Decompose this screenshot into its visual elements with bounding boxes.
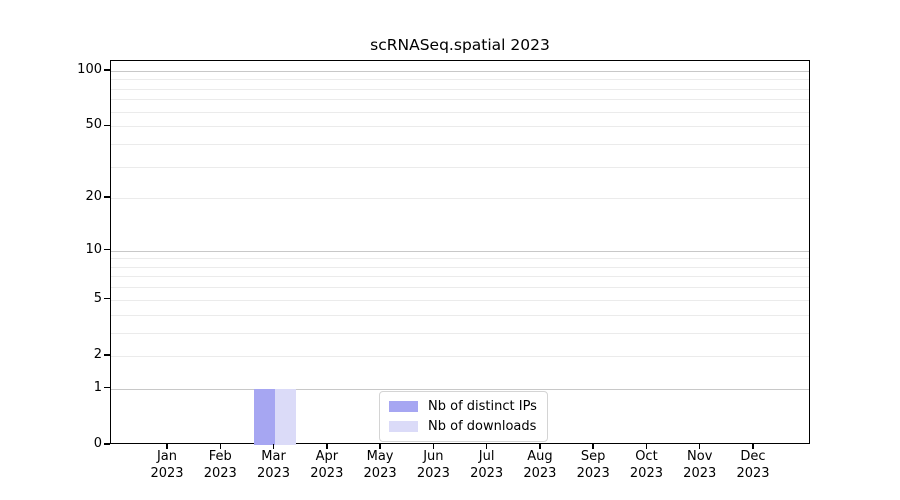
x-tick-label: Feb 2023: [188, 449, 252, 482]
gridline-minor: [111, 314, 809, 316]
y-tick-label: 0: [93, 436, 102, 451]
legend: Nb of distinct IPs Nb of downloads: [379, 391, 548, 442]
gridline-minor: [111, 332, 809, 334]
y-tick: [104, 196, 110, 198]
x-tick: [752, 444, 754, 449]
x-tick-month: Sep: [580, 449, 606, 464]
x-tick: [485, 444, 488, 449]
x-tick: [699, 444, 701, 449]
y-tick-label: 20: [85, 189, 102, 205]
chart-title: scRNASeq.spatial 2023: [370, 36, 550, 54]
x-tick-label: Oct 2023: [614, 449, 678, 482]
x-tick: [592, 444, 594, 449]
x-tick-label: Nov 2023: [668, 449, 732, 482]
y-tick: [104, 443, 110, 445]
legend-swatch-downloads: [389, 421, 418, 432]
x-tick-label: Sep 2023: [561, 449, 625, 482]
y-tick: [104, 248, 110, 251]
y-tick-label: 100: [77, 61, 102, 77]
x-tick-year: 2023: [150, 465, 184, 481]
x-tick-month: Oct: [635, 449, 658, 464]
x-tick: [326, 444, 328, 449]
x-tick-year: 2023: [470, 465, 504, 481]
y-tick: [104, 69, 110, 71]
gridline-minor: [111, 88, 809, 90]
x-tick: [432, 444, 435, 449]
gridline-minor: [111, 355, 809, 357]
x-tick-year: 2023: [256, 465, 291, 481]
x-tick-month: Apr: [315, 449, 339, 464]
x-tick: [272, 444, 275, 449]
bar-distinct-ips: [253, 388, 275, 445]
x-tick-year: 2023: [629, 465, 663, 481]
x-tick-label: Dec 2023: [721, 449, 785, 482]
gridline-minor: [111, 276, 809, 278]
x-tick-month: Jul: [478, 449, 495, 464]
gridline-major: [111, 388, 809, 390]
legend-item-distinct-ips: Nb of distinct IPs: [389, 398, 537, 415]
legend-item-downloads: Nb of downloads: [389, 418, 537, 435]
plot-area: Nb of distinct IPs Nb of downloads: [110, 60, 810, 445]
gridline-major: [111, 250, 809, 252]
y-tick-label: 5: [93, 290, 102, 306]
y-tick-label: 2: [93, 346, 102, 362]
legend-label-distinct-ips: Nb of distinct IPs: [428, 399, 537, 414]
x-tick-label: Mar 2023: [242, 449, 306, 482]
y-tick: [104, 387, 110, 389]
x-tick-label: Jun 2023: [401, 449, 465, 482]
x-tick-year: 2023: [683, 465, 717, 481]
gridline-minor: [111, 258, 809, 260]
x-tick-month: Nov: [687, 449, 713, 464]
gridline-minor: [111, 99, 809, 101]
gridline-minor: [111, 126, 809, 128]
legend-swatch-distinct-ips: [389, 401, 418, 412]
x-tick: [379, 444, 381, 449]
x-tick: [166, 444, 168, 449]
x-tick-label: Jan 2023: [135, 449, 199, 482]
y-tick: [104, 124, 110, 126]
y-tick-label: 50: [85, 117, 102, 133]
y-tick-label: 10: [85, 241, 102, 257]
gridline-minor: [111, 111, 809, 113]
x-tick-month: Aug: [527, 449, 553, 464]
y-tick: [104, 354, 110, 356]
x-tick-year: 2023: [576, 465, 610, 481]
x-tick-year: 2023: [736, 465, 770, 481]
y-tick: [104, 298, 110, 300]
x-tick-month: Jun: [423, 449, 444, 464]
x-tick-month: Feb: [208, 449, 232, 464]
x-tick-month: Jan: [156, 449, 178, 464]
x-tick-label: Apr 2023: [295, 449, 359, 482]
legend-label-downloads: Nb of downloads: [428, 419, 537, 434]
gridline-minor: [111, 299, 809, 301]
gridline-minor: [111, 166, 809, 168]
x-tick-month: May: [366, 449, 394, 464]
y-tick-label: 1: [93, 379, 102, 395]
x-tick: [645, 444, 648, 449]
x-tick-label: May 2023: [348, 449, 412, 482]
bar-downloads: [274, 388, 296, 445]
x-tick-year: 2023: [310, 465, 344, 481]
x-tick-label: Aug 2023: [508, 449, 572, 482]
gridline-major: [111, 70, 809, 72]
x-tick-month: Dec: [740, 449, 766, 464]
x-tick-year: 2023: [416, 465, 450, 481]
x-tick: [219, 444, 221, 449]
x-tick-year: 2023: [203, 465, 237, 481]
x-tick: [539, 444, 541, 449]
gridline-minor: [111, 79, 809, 81]
gridline-minor: [111, 266, 809, 268]
gridline-minor: [111, 287, 809, 289]
gridline-minor: [111, 198, 809, 200]
x-tick-year: 2023: [523, 465, 557, 481]
gridline-minor: [111, 143, 809, 145]
x-tick-year: 2023: [363, 465, 397, 481]
x-tick-label: Jul 2023: [455, 449, 519, 482]
x-tick-month: Mar: [261, 449, 286, 464]
